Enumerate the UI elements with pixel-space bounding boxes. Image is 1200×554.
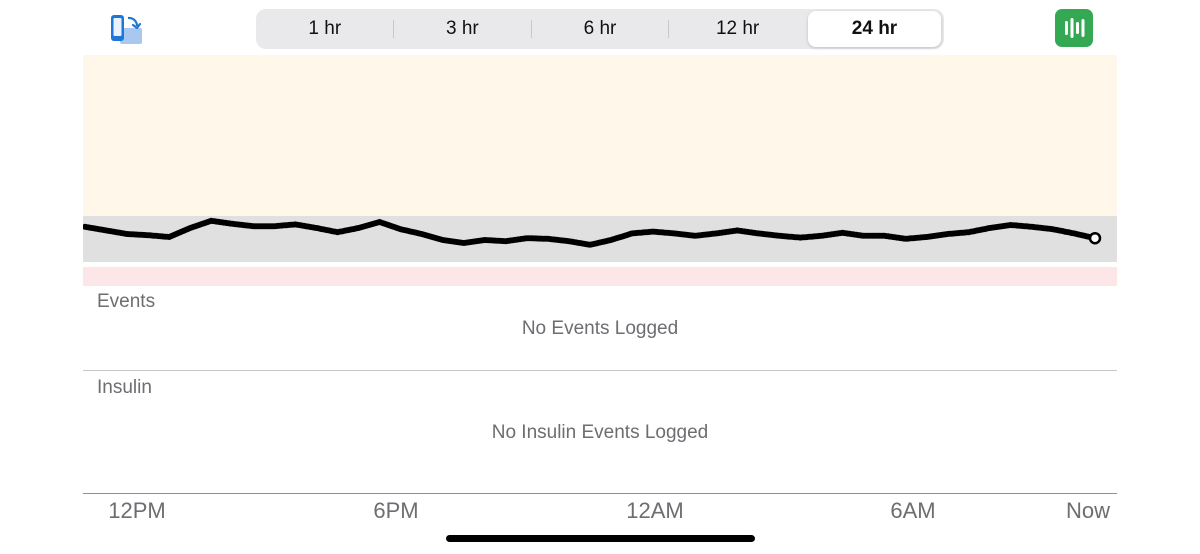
events-section-title: Events bbox=[97, 291, 156, 312]
time-axis-label-6pm: 6PM bbox=[373, 498, 419, 523]
waveform-icon[interactable] bbox=[1055, 9, 1093, 47]
home-indicator bbox=[446, 535, 755, 542]
time-axis-label-12pm: 12PM bbox=[108, 498, 166, 523]
time-axis-line bbox=[83, 493, 1117, 494]
range-3hr[interactable]: 3 hr bbox=[446, 18, 479, 39]
events-empty-message: No Events Logged bbox=[521, 318, 679, 339]
low-range-band bbox=[83, 267, 1117, 286]
segment-divider bbox=[531, 20, 532, 38]
range-24hr[interactable]: 24 hr bbox=[808, 11, 941, 47]
time-axis-label-6am: 6AM bbox=[890, 498, 936, 523]
insulin-section-title: Insulin bbox=[97, 377, 152, 398]
section-divider bbox=[83, 370, 1117, 371]
latest-reading-point[interactable] bbox=[1088, 231, 1102, 245]
high-range-band bbox=[83, 55, 1117, 216]
range-6hr[interactable]: 6 hr bbox=[583, 18, 617, 39]
time-range-selector: 1 hr 3 hr 6 hr 12 hr 24 hr bbox=[256, 9, 944, 49]
time-axis-label-now: Now bbox=[1065, 498, 1111, 523]
time-axis-label-12am: 12AM bbox=[626, 498, 684, 523]
range-1hr[interactable]: 1 hr bbox=[308, 18, 342, 39]
glucose-chart bbox=[83, 55, 1117, 286]
rotate-device-icon[interactable] bbox=[106, 12, 146, 46]
insulin-empty-message: No Insulin Events Logged bbox=[491, 422, 709, 443]
range-12hr[interactable]: 12 hr bbox=[715, 18, 760, 39]
segment-divider bbox=[393, 20, 394, 38]
segment-divider bbox=[668, 20, 669, 38]
